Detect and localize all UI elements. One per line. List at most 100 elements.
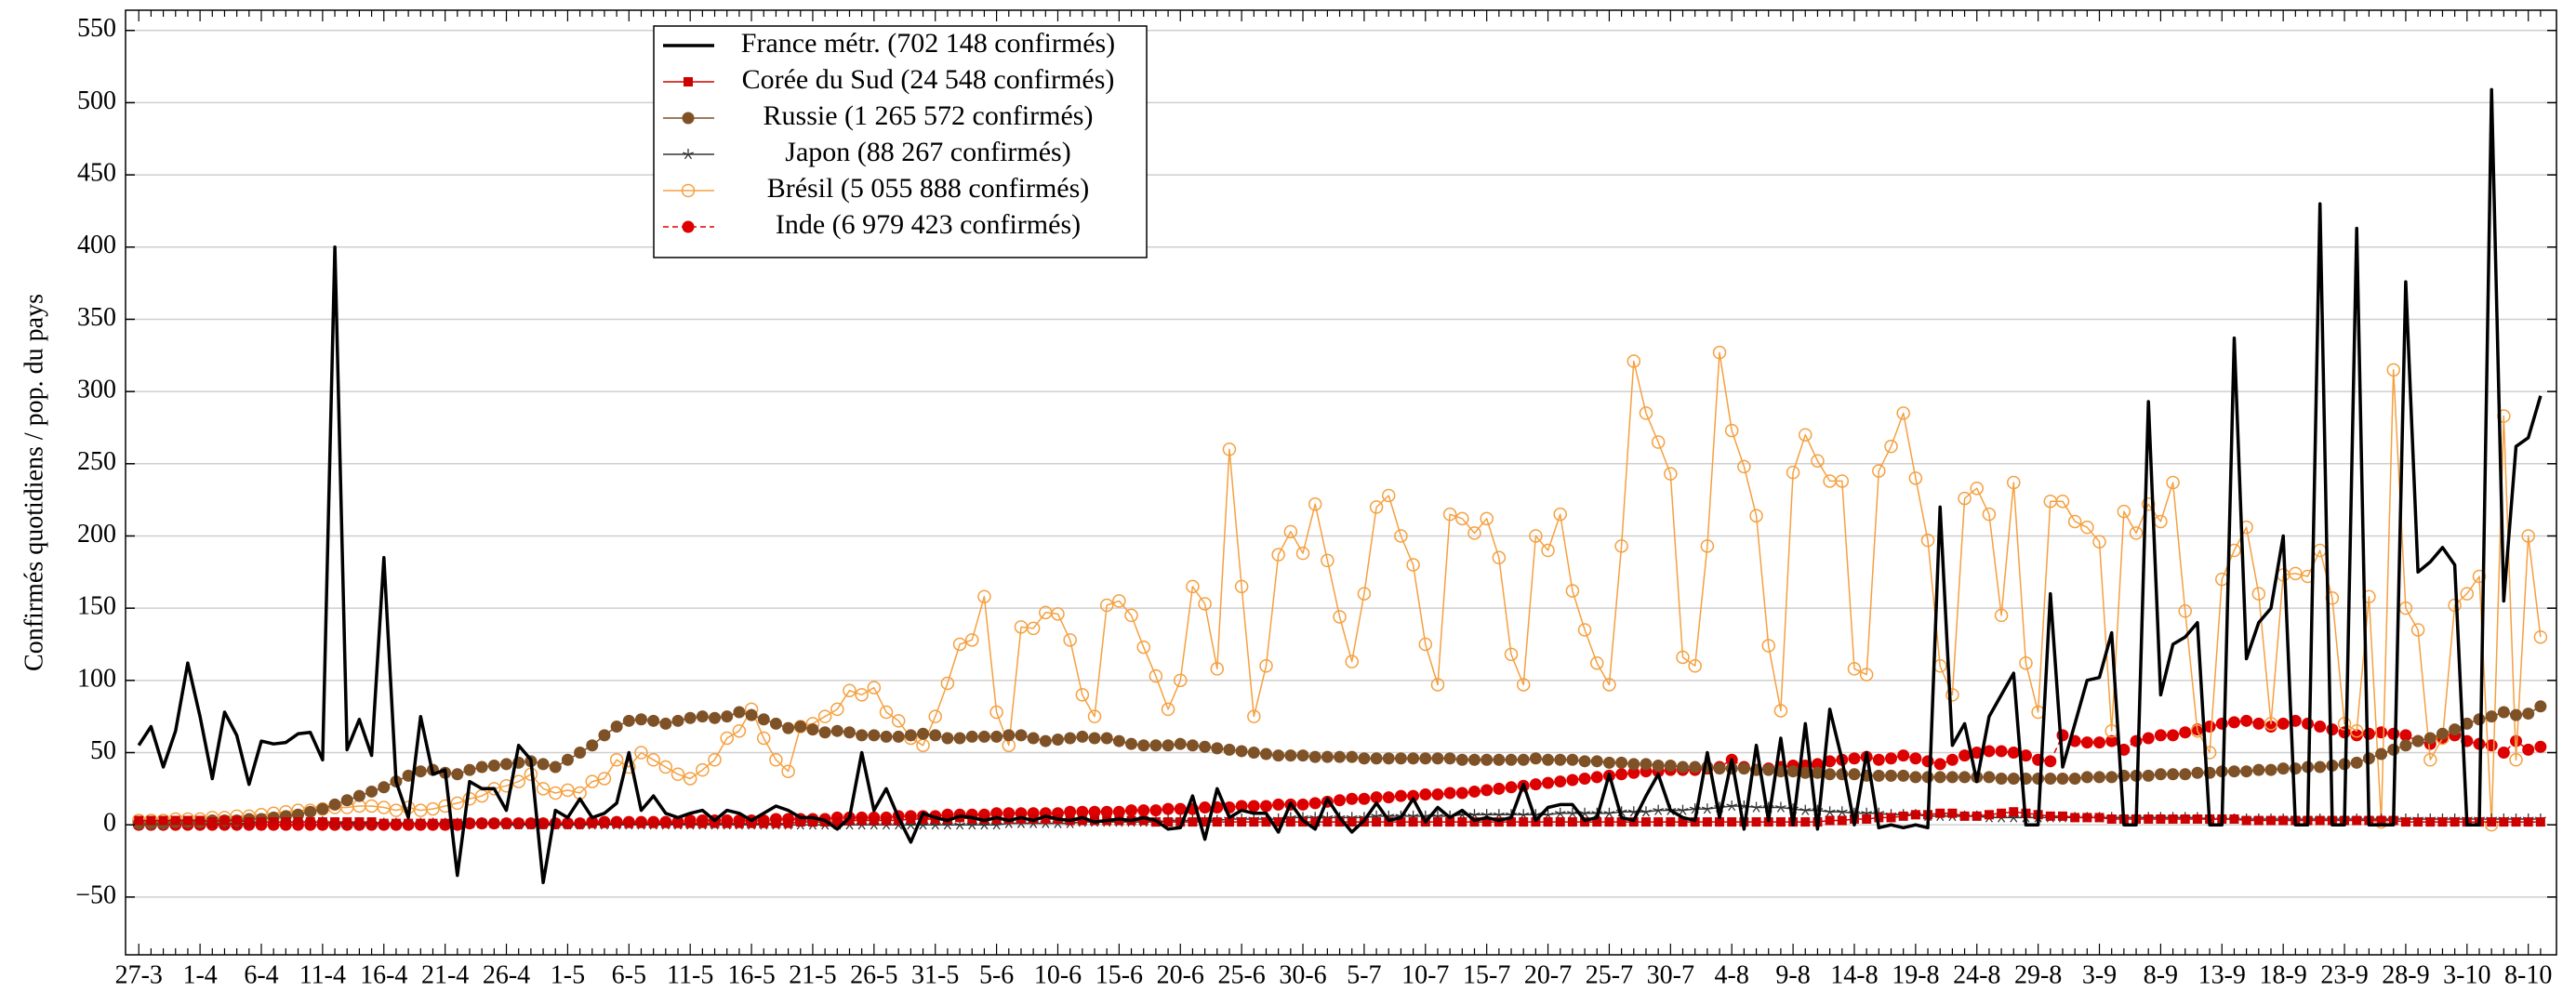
marker	[782, 721, 795, 734]
marker	[1039, 734, 1052, 747]
marker	[1958, 491, 1972, 506]
marker	[1237, 817, 1247, 827]
marker	[1554, 775, 1567, 788]
marker	[622, 714, 635, 727]
marker	[990, 730, 1003, 743]
marker	[2229, 813, 2239, 824]
marker	[832, 817, 843, 827]
series	[131, 345, 2548, 832]
x-tick-label: 10-7	[1401, 960, 1449, 989]
marker	[219, 815, 230, 826]
marker	[781, 764, 795, 778]
marker	[585, 774, 600, 788]
marker	[1310, 817, 1321, 827]
marker	[1702, 817, 1712, 827]
marker	[1997, 808, 2007, 818]
x-tick-label: 8-9	[2144, 960, 2178, 989]
x-tick-label: 10-6	[1034, 960, 1082, 989]
marker	[1872, 753, 1885, 766]
y-tick-label: 400	[77, 231, 116, 259]
marker	[807, 817, 817, 827]
marker	[685, 818, 696, 828]
marker	[158, 815, 168, 826]
marker	[1199, 801, 1212, 814]
marker	[1026, 621, 1041, 636]
marker	[843, 683, 856, 697]
marker	[2106, 813, 2117, 824]
marker	[1175, 817, 1186, 827]
marker	[1075, 688, 1090, 702]
marker	[1518, 809, 1530, 820]
marker	[2044, 755, 2057, 768]
marker	[2314, 721, 2327, 734]
marker	[1480, 511, 1494, 526]
marker	[2460, 587, 2475, 601]
marker	[1935, 808, 1945, 818]
marker	[1666, 817, 1676, 827]
marker	[1995, 745, 2008, 758]
marker	[1615, 756, 1628, 769]
marker	[745, 708, 758, 721]
marker	[1481, 817, 1492, 827]
legend-label: Brésil (5 055 888 confirmés)	[767, 173, 1090, 204]
marker	[1824, 768, 1837, 781]
x-tick-label: 26-4	[483, 960, 530, 989]
marker	[1394, 752, 1407, 765]
marker	[1786, 765, 1799, 778]
marker	[769, 753, 783, 767]
marker	[1872, 769, 1885, 782]
marker	[2156, 813, 2166, 824]
marker	[1775, 801, 1786, 813]
marker	[1909, 771, 1922, 784]
marker	[1921, 771, 1934, 784]
marker	[1358, 752, 1371, 765]
marker	[610, 721, 623, 734]
marker	[2045, 811, 2055, 821]
marker	[2080, 736, 2093, 749]
x-tick-label: 27-3	[115, 960, 163, 989]
marker	[1579, 807, 1590, 818]
marker	[1553, 507, 1567, 522]
marker	[869, 815, 879, 826]
marker	[1358, 792, 1371, 805]
marker	[1603, 807, 1615, 818]
marker	[2523, 817, 2533, 827]
marker	[817, 709, 832, 723]
marker	[2019, 655, 2033, 670]
marker	[1382, 488, 1396, 503]
plot-frame	[125, 9, 2557, 956]
y-tick-label: 500	[77, 86, 116, 115]
marker	[1259, 659, 1273, 673]
marker	[941, 732, 954, 745]
marker	[1163, 817, 1174, 827]
marker	[426, 801, 440, 816]
marker	[1529, 778, 1542, 791]
marker	[1430, 678, 1445, 692]
marker	[574, 747, 587, 760]
marker	[2436, 727, 2449, 740]
marker	[2167, 768, 2180, 781]
marker	[182, 815, 193, 826]
marker	[843, 726, 856, 739]
marker	[1321, 553, 1334, 568]
marker	[2044, 772, 2057, 785]
marker	[1762, 763, 1775, 776]
marker	[1200, 817, 1210, 827]
marker	[1443, 752, 1456, 765]
marker	[1223, 743, 1236, 756]
marker	[366, 817, 377, 827]
marker	[1347, 817, 1357, 827]
marker	[1467, 526, 1481, 540]
marker	[906, 813, 916, 824]
marker	[2352, 815, 2362, 826]
marker	[1554, 753, 1567, 766]
marker	[1467, 753, 1481, 766]
marker	[682, 220, 695, 233]
marker	[1235, 745, 1248, 758]
x-tick-label: 19-8	[1892, 960, 1939, 989]
marker	[1174, 673, 1188, 688]
marker	[1382, 791, 1395, 804]
marker	[1677, 804, 1689, 815]
marker	[1578, 772, 1591, 785]
marker	[1247, 747, 1260, 760]
